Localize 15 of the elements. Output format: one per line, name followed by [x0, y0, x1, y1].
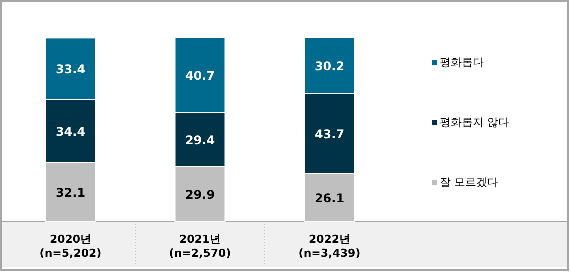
- x-tick-label: 2022년 (n=3,439): [298, 233, 361, 260]
- data-label: 30.2: [314, 59, 345, 74]
- data-label: 29.4: [185, 133, 216, 148]
- data-label: 26.1: [314, 191, 345, 206]
- data-label: 43.7: [314, 127, 345, 142]
- x-tick-label: 2020년 (n=5,202): [40, 233, 102, 260]
- x-tick-label: 2021년 (n=2,570): [169, 233, 232, 260]
- legend-label: 평화롭지 않다: [440, 116, 510, 129]
- legend-label: 잘 모르겠다: [440, 176, 498, 189]
- data-label: 34.4: [56, 124, 86, 139]
- data-label: 29.9: [185, 188, 216, 202]
- data-label: 33.4: [56, 62, 86, 76]
- data-label: 32.1: [56, 186, 86, 200]
- legend-label: 평화롭다: [440, 56, 484, 69]
- data-label: 40.7: [185, 68, 216, 83]
